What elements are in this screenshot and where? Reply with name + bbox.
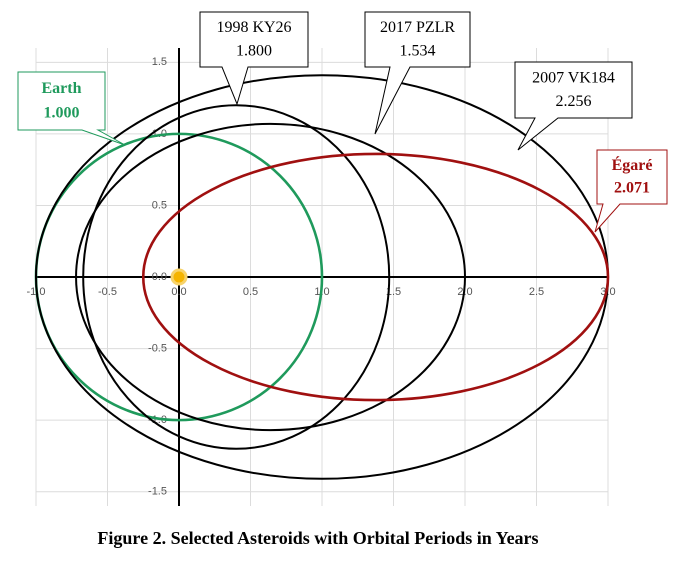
- orbit: [82, 104, 391, 450]
- y-tick-label: -0.5: [148, 342, 167, 354]
- period-label: 2.256: [556, 93, 592, 110]
- callout: [364, 11, 471, 135]
- legend-label: Earth: [42, 80, 82, 97]
- y-tick-label: 0.5: [152, 199, 167, 211]
- period-label: 1.534: [400, 42, 436, 59]
- orbit: [141, 152, 610, 402]
- period-label: 1.800: [236, 42, 272, 59]
- legend-label: 2007 VK184: [532, 69, 615, 86]
- y-tick-label: 0.0: [152, 271, 167, 283]
- x-tick-label: 0.5: [243, 286, 258, 298]
- x-tick-label: 2.5: [529, 286, 544, 298]
- legend-label: 1998 KY26: [216, 19, 291, 36]
- callout: [199, 11, 309, 106]
- callout: [594, 149, 668, 233]
- caption: Figure 2. Selected Asteroids with Orbita…: [97, 528, 538, 548]
- x-tick-label: 0.0: [171, 286, 186, 298]
- orbit: [75, 122, 466, 432]
- legend-label: Égaré: [612, 155, 653, 174]
- x-tick-label: -0.5: [98, 286, 117, 298]
- legend-label: 2017 PZLR: [380, 19, 455, 36]
- callout: [17, 71, 126, 146]
- y-tick-label: -1.5: [148, 486, 167, 498]
- period-label: 1.000: [44, 104, 80, 121]
- y-tick-label: 1.5: [152, 56, 167, 68]
- callout: [514, 61, 633, 151]
- period-label: 2.071: [614, 180, 650, 197]
- sun: [170, 268, 188, 286]
